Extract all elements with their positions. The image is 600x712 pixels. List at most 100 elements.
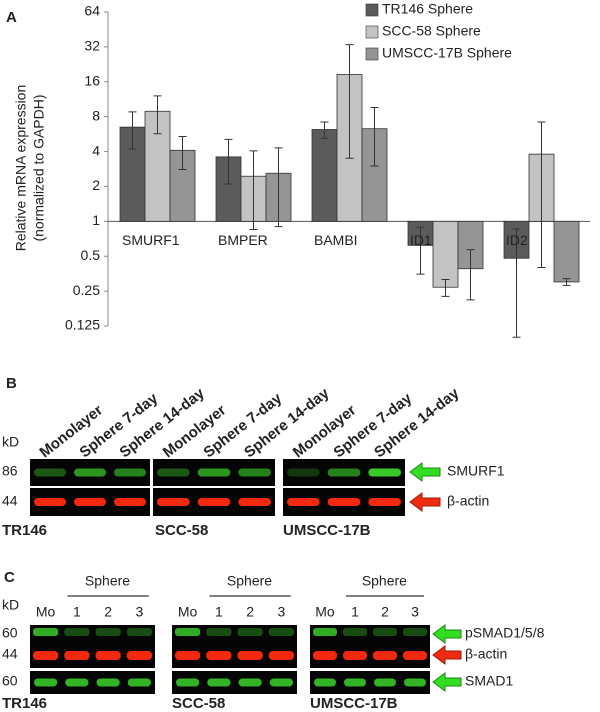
legend-swatch — [365, 47, 379, 61]
legend-label: TR146 Sphere — [382, 1, 473, 17]
marker-label: 60 — [2, 625, 18, 641]
marker-label: 44 — [2, 493, 18, 509]
cell-line: UMSCC-17B — [310, 695, 398, 712]
error-bar — [345, 44, 354, 159]
lane-label: 1 — [73, 604, 81, 620]
lane-label: 2 — [381, 604, 389, 620]
band — [344, 678, 366, 687]
band — [114, 498, 146, 506]
band — [237, 628, 263, 636]
band — [287, 468, 320, 477]
band — [207, 678, 231, 687]
error-bar — [224, 138, 233, 185]
band — [313, 651, 337, 660]
y-tick-label: 32 — [84, 38, 100, 54]
band — [95, 628, 121, 636]
band — [404, 678, 426, 687]
band — [327, 498, 361, 506]
y-axis-label: (normalized to GAPDH) — [31, 94, 47, 241]
band — [343, 628, 367, 636]
lane-label: 2 — [246, 604, 254, 620]
band — [237, 651, 263, 660]
lane-label: 3 — [277, 604, 285, 620]
panel-label: A — [6, 9, 17, 26]
error-bar — [249, 150, 258, 231]
band — [238, 678, 262, 687]
y-tick-label: 0.25 — [73, 282, 100, 298]
band — [368, 468, 401, 477]
arrow — [432, 672, 462, 692]
band — [74, 498, 106, 506]
band — [268, 651, 294, 660]
protein-label: SMAD1 — [465, 673, 513, 689]
lane-label: 3 — [135, 604, 143, 620]
legend-swatch — [365, 25, 379, 39]
band — [95, 651, 121, 660]
blot — [172, 671, 297, 694]
marker-label: 60 — [2, 673, 18, 689]
band — [127, 678, 151, 687]
protein-label: pSMAD1/5/8 — [465, 625, 545, 641]
lane-label: Mo — [315, 604, 335, 620]
band — [33, 628, 59, 636]
sphere-label: Sphere — [85, 573, 130, 589]
lane-label: Mo — [36, 604, 56, 620]
y-tick-label: 4 — [92, 142, 100, 158]
y-tick-label: 2 — [92, 177, 100, 193]
band — [64, 628, 90, 636]
x-tick-label: ID2 — [506, 232, 528, 248]
band — [34, 498, 66, 506]
band — [157, 498, 190, 506]
lane-label: Mo — [178, 604, 198, 620]
band — [175, 628, 201, 636]
arrow — [432, 645, 462, 665]
error-bar — [512, 228, 521, 338]
band — [238, 498, 271, 506]
band — [96, 678, 120, 687]
cell-line: SCC-58 — [172, 695, 225, 712]
arrows — [409, 462, 462, 692]
sphere-label: Sphere — [362, 573, 407, 589]
lane-label: 1 — [215, 604, 223, 620]
band — [74, 468, 106, 477]
band — [313, 628, 337, 636]
y-tick-label: 0.5 — [81, 247, 101, 263]
band — [197, 498, 231, 506]
band — [34, 468, 66, 477]
band — [314, 678, 336, 687]
cell-line: TR146 — [2, 695, 47, 712]
blot — [30, 671, 155, 694]
band — [114, 468, 146, 477]
band — [126, 651, 152, 660]
kd-label: kD — [2, 597, 19, 613]
y-tick-label: 1 — [92, 212, 100, 228]
error-bar — [416, 226, 425, 275]
sphere-label: Sphere — [227, 573, 272, 589]
cell-line: TR146 — [2, 522, 47, 539]
arrow — [409, 462, 441, 482]
y-tick-label: 8 — [92, 107, 100, 123]
band — [368, 498, 401, 506]
y-axis-label: Relative mRNA expression — [13, 85, 29, 252]
bar — [553, 220, 580, 283]
band — [403, 628, 427, 636]
panel-label: C — [4, 569, 15, 586]
legend-label: SCC-58 Sphere — [382, 23, 481, 39]
x-tick-label: ID1 — [410, 232, 432, 248]
error-bar — [441, 278, 450, 297]
band — [287, 498, 320, 506]
lane-label: 1 — [351, 604, 359, 620]
error-bar — [466, 249, 475, 301]
marker-label: 44 — [2, 646, 18, 662]
marker-label: 86 — [2, 463, 18, 479]
protein-label: SMURF1 — [447, 463, 505, 479]
error-bar — [178, 135, 187, 171]
band — [197, 468, 231, 477]
band — [403, 651, 427, 660]
error-bar — [370, 106, 379, 167]
x-tick-label: SMURF1 — [122, 232, 180, 248]
band — [206, 628, 232, 636]
error-bar — [320, 121, 329, 139]
band — [373, 628, 397, 636]
